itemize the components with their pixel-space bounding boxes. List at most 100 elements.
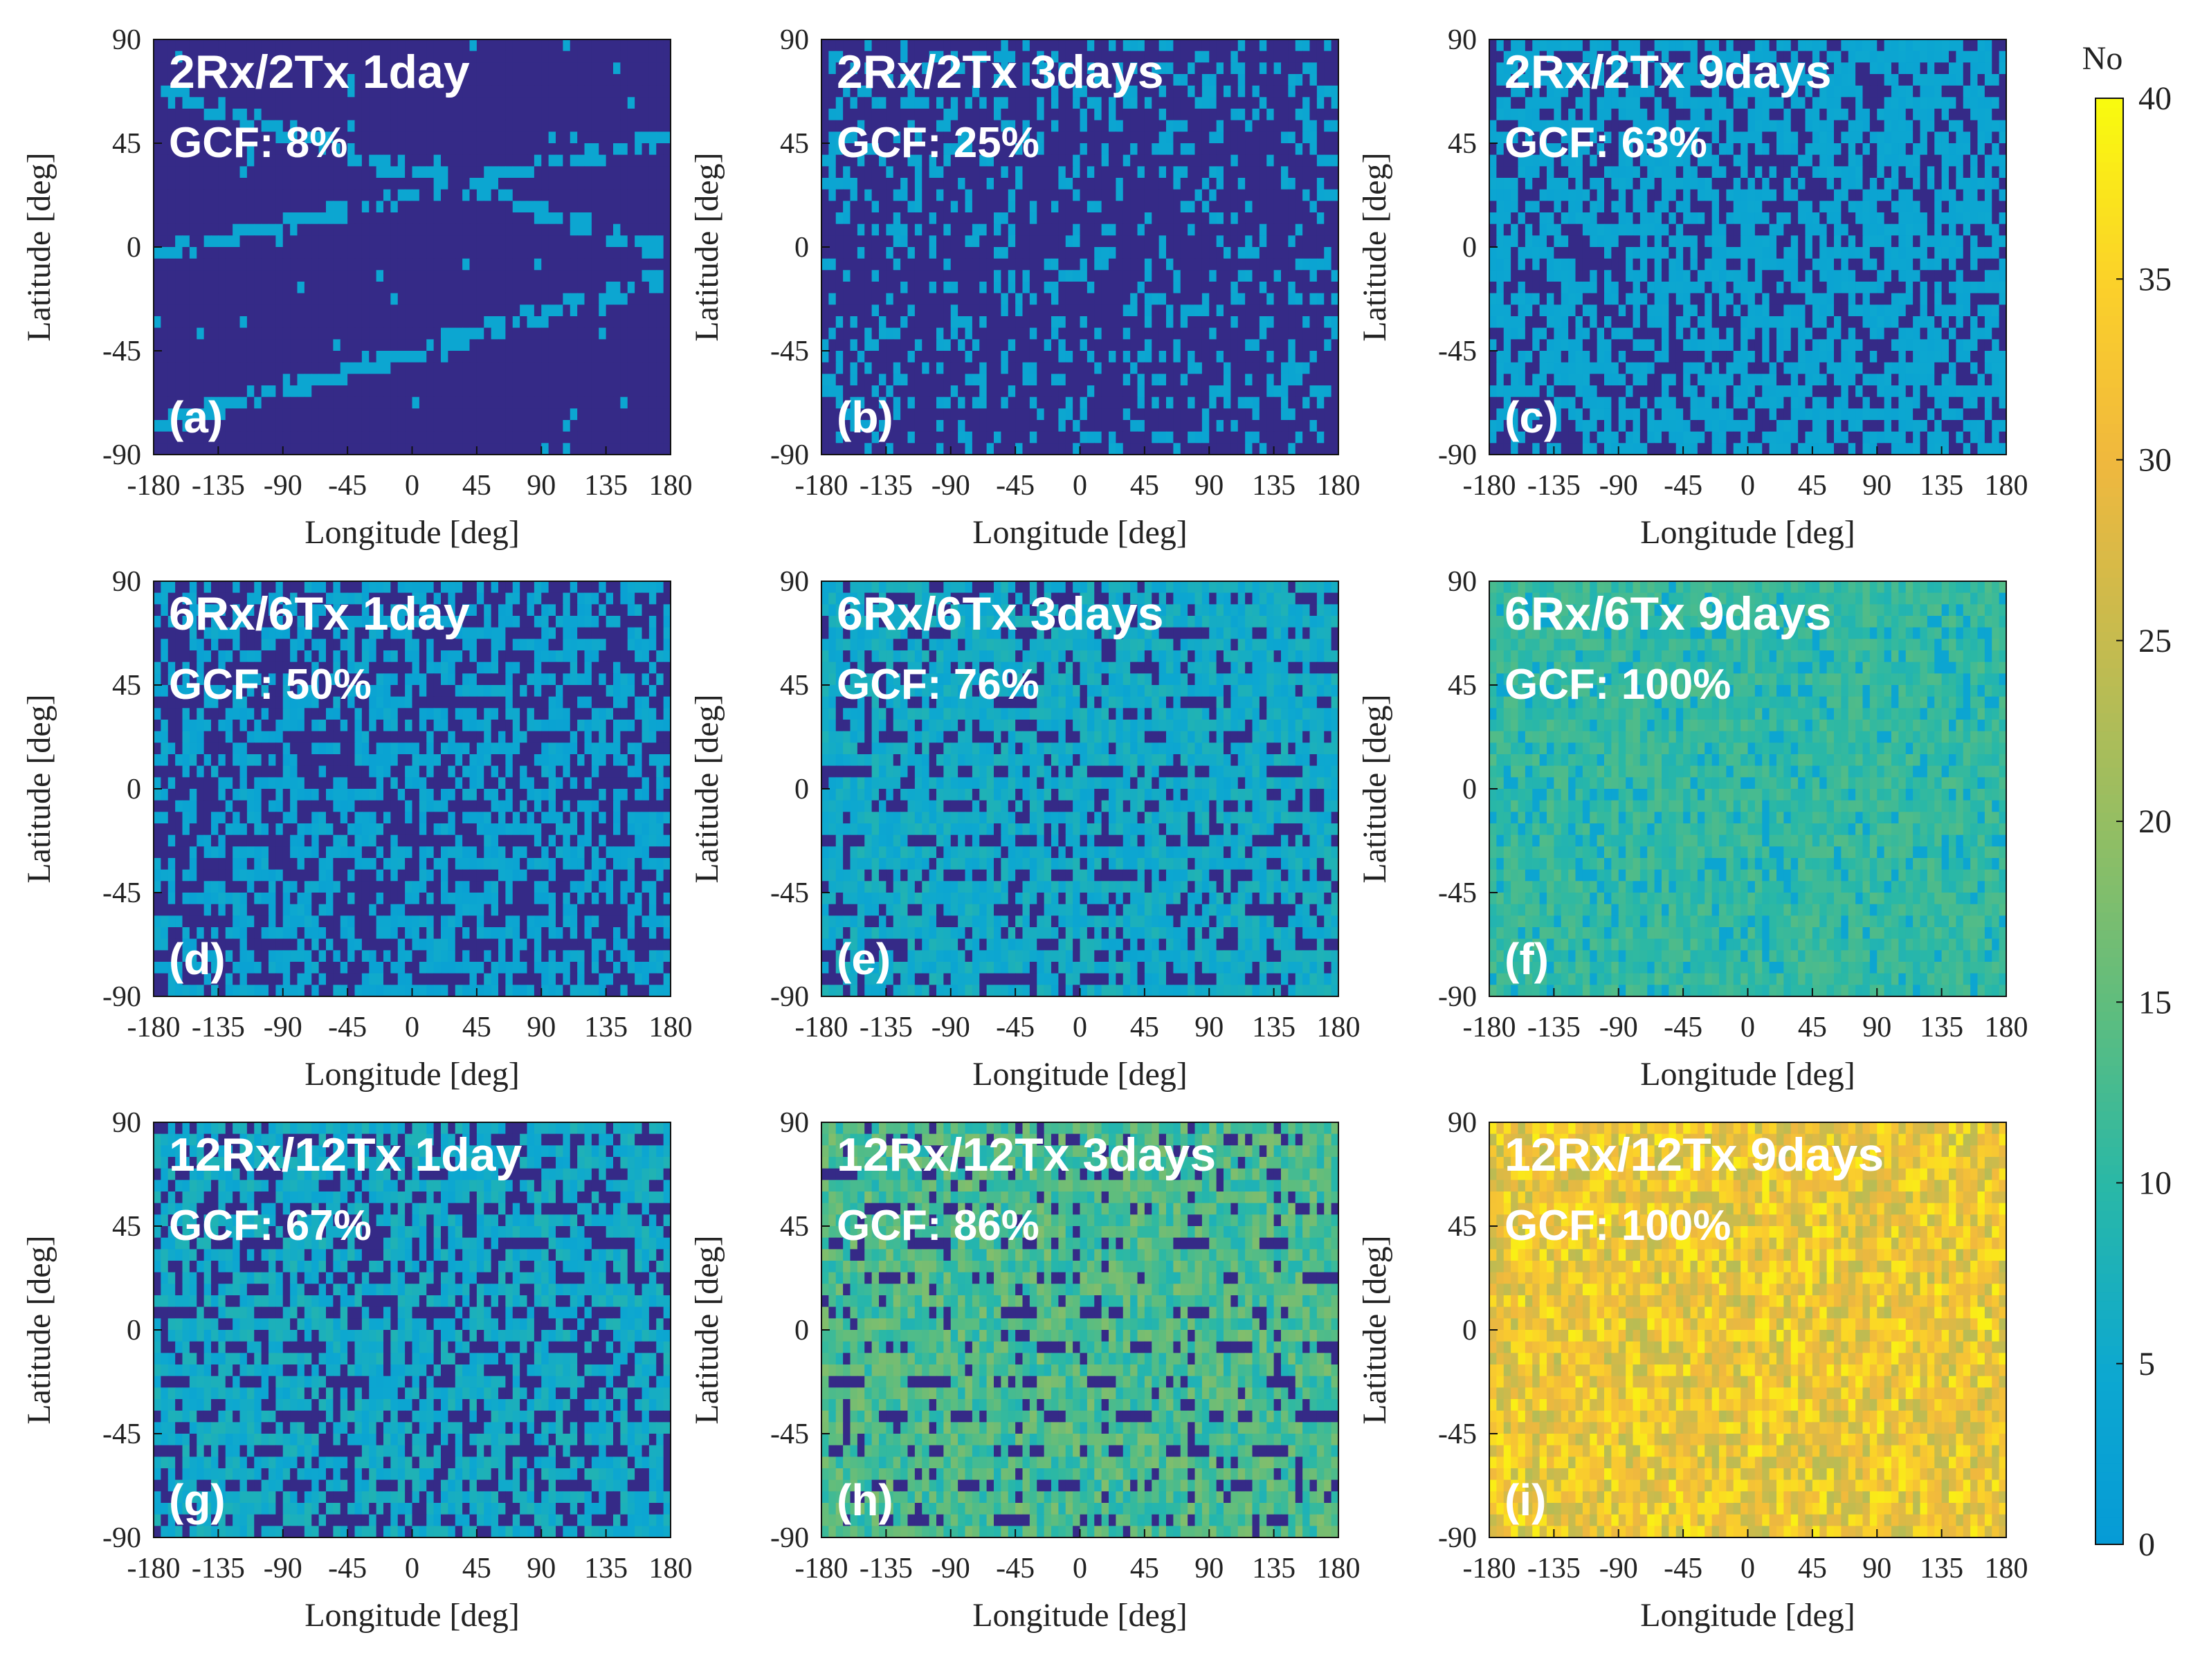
heatmap-cell xyxy=(599,212,607,225)
heatmap-cell xyxy=(347,304,356,317)
heatmap-cell xyxy=(821,223,829,236)
heatmap-cell xyxy=(505,431,513,444)
heatmap-cell xyxy=(340,351,348,363)
heatmap-cell xyxy=(167,74,176,86)
heatmap-cell xyxy=(1094,385,1102,398)
heatmap-cell xyxy=(1080,74,1088,86)
heatmap-cell xyxy=(1152,166,1160,179)
heatmap-cell xyxy=(469,235,478,248)
heatmap-cell xyxy=(369,327,377,340)
heatmap-cell xyxy=(563,39,571,52)
heatmap-cell xyxy=(1194,351,1203,363)
heatmap-cell xyxy=(484,131,492,144)
heatmap-cell xyxy=(1001,351,1009,363)
heatmap-cell xyxy=(476,154,484,167)
heatmap-cell xyxy=(556,223,563,236)
heatmap-cell xyxy=(627,143,635,156)
heatmap-cell xyxy=(269,293,276,305)
heatmap-cell xyxy=(1273,201,1282,213)
heatmap-cell xyxy=(1266,374,1275,386)
heatmap-cell xyxy=(433,351,442,363)
heatmap-cell xyxy=(491,270,499,282)
heatmap-cell xyxy=(1130,120,1138,132)
heatmap-cell xyxy=(1008,154,1016,167)
heatmap-cell xyxy=(1137,51,1145,63)
heatmap-cell xyxy=(972,316,980,329)
heatmap-cell xyxy=(864,143,873,156)
heatmap-cell xyxy=(239,351,248,363)
heatmap-cell xyxy=(1051,316,1059,329)
heatmap-cell xyxy=(965,316,973,329)
heatmap-cell xyxy=(871,74,880,86)
heatmap-cell xyxy=(1109,178,1116,190)
heatmap-cell xyxy=(211,143,219,156)
heatmap-cell xyxy=(491,304,499,317)
heatmap-cell xyxy=(584,223,592,236)
heatmap-cell xyxy=(318,131,327,144)
heatmap-cell xyxy=(269,201,276,213)
heatmap-cell xyxy=(269,97,276,109)
heatmap-cell xyxy=(225,235,233,248)
heatmap-cell xyxy=(1116,258,1124,271)
heatmap-cell xyxy=(1288,327,1296,340)
heatmap-cell xyxy=(261,74,269,86)
heatmap-cell xyxy=(1109,166,1116,179)
heatmap-cell xyxy=(584,374,592,386)
heatmap-cell xyxy=(1288,282,1296,294)
heatmap-cell xyxy=(642,270,650,282)
heatmap-cell xyxy=(383,97,391,109)
heatmap-cell xyxy=(584,385,592,398)
heatmap-cell xyxy=(225,62,233,75)
heatmap-cell xyxy=(218,143,226,156)
heatmap-cell xyxy=(175,258,183,271)
heatmap-cell xyxy=(484,374,492,386)
heatmap-cell xyxy=(843,304,851,317)
heatmap-cell xyxy=(1058,385,1066,398)
heatmap-cell xyxy=(1259,327,1267,340)
heatmap-cell xyxy=(225,212,233,225)
heatmap-cell xyxy=(512,120,520,132)
heatmap-cell xyxy=(577,293,585,305)
heatmap-cell xyxy=(225,223,233,236)
heatmap-cell xyxy=(835,385,844,398)
heatmap-cell xyxy=(282,74,291,86)
heatmap-cell xyxy=(1259,223,1267,236)
heatmap-cell xyxy=(383,235,391,248)
heatmap-cell xyxy=(577,316,585,329)
heatmap-cell xyxy=(907,408,916,421)
heatmap-cell xyxy=(1015,408,1024,421)
heatmap-cell xyxy=(556,339,563,351)
heatmap-cell xyxy=(1216,282,1224,294)
heatmap-cell xyxy=(828,39,837,52)
heatmap-cell xyxy=(326,154,334,167)
heatmap-cell xyxy=(656,443,664,455)
heatmap-cell xyxy=(1302,258,1311,271)
heatmap-cell xyxy=(591,374,599,386)
heatmap-cell xyxy=(879,293,887,305)
heatmap-cell xyxy=(914,62,922,75)
heatmap-cell xyxy=(606,62,614,75)
heatmap-cell xyxy=(1188,154,1196,167)
heatmap-cell xyxy=(1058,120,1066,132)
heatmap-cell xyxy=(835,143,844,156)
heatmap-cell xyxy=(1266,282,1275,294)
heatmap-cell xyxy=(577,120,585,132)
heatmap-cell xyxy=(520,374,528,386)
heatmap-cell xyxy=(269,258,276,271)
heatmap-cell xyxy=(1324,247,1332,259)
heatmap-cell xyxy=(1008,316,1016,329)
heatmap-cell xyxy=(491,362,499,374)
heatmap-cell xyxy=(1331,131,1339,144)
heatmap-cell xyxy=(441,166,448,179)
heatmap-cell xyxy=(433,143,442,156)
heatmap-cell xyxy=(1144,143,1152,156)
heatmap-cell xyxy=(1152,51,1160,63)
heatmap-cell xyxy=(462,189,471,201)
heatmap-cell xyxy=(383,74,391,86)
heatmap-cell xyxy=(412,270,420,282)
heatmap-cell xyxy=(290,316,298,329)
heatmap-cell xyxy=(656,223,664,236)
heatmap-cell xyxy=(627,51,635,63)
heatmap-cell xyxy=(1087,258,1095,271)
heatmap-cell xyxy=(1295,189,1303,201)
